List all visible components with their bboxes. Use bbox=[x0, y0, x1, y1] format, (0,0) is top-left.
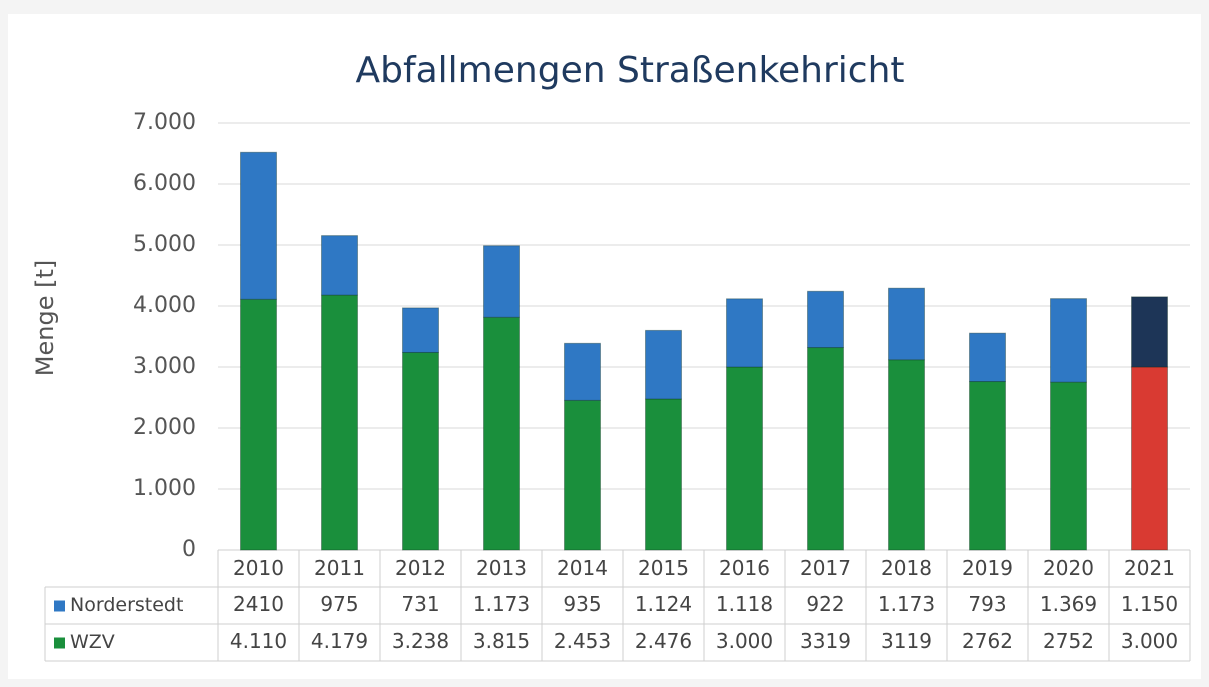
bar-segment bbox=[240, 151, 277, 300]
table-value: 3.000 bbox=[716, 629, 773, 653]
bar-segment bbox=[402, 307, 439, 353]
bar-segment bbox=[321, 235, 358, 296]
x-tick-label: 2013 bbox=[476, 556, 527, 580]
x-tick-label: 2012 bbox=[395, 556, 446, 580]
y-tick-label: 6.000 bbox=[133, 171, 196, 196]
chart-title: Abfallmengen Straßenkehricht bbox=[355, 50, 904, 91]
table-value: 793 bbox=[968, 592, 1006, 616]
table-value: 3.238 bbox=[392, 629, 449, 653]
y-tick-label: 0 bbox=[182, 537, 196, 562]
bar-segment bbox=[483, 316, 520, 551]
table-value: 2762 bbox=[962, 629, 1013, 653]
y-tick-label: 7.000 bbox=[133, 110, 196, 135]
y-tick-label: 2.000 bbox=[133, 415, 196, 440]
bar-segment bbox=[402, 351, 439, 551]
table-value: 2.476 bbox=[635, 629, 692, 653]
x-tick-label: 2020 bbox=[1043, 556, 1094, 580]
bar-segment bbox=[726, 366, 763, 551]
x-tick-label: 2014 bbox=[557, 556, 608, 580]
table-value: 1.173 bbox=[473, 592, 530, 616]
bar-segment bbox=[564, 399, 601, 551]
bar-segment bbox=[969, 381, 1006, 551]
table-value: 3.815 bbox=[473, 629, 530, 653]
table-value: 1.369 bbox=[1040, 592, 1097, 616]
table-value: 4.110 bbox=[230, 629, 287, 653]
x-tick-label: 2021 bbox=[1124, 556, 1175, 580]
x-tick-label: 2018 bbox=[881, 556, 932, 580]
x-tick-label: 2015 bbox=[638, 556, 689, 580]
legend-key bbox=[54, 600, 65, 612]
x-tick-label: 2011 bbox=[314, 556, 365, 580]
table-value: 2752 bbox=[1043, 629, 1094, 653]
bar-segment bbox=[969, 332, 1006, 383]
y-tick-label: 3.000 bbox=[133, 354, 196, 379]
table-value: 731 bbox=[401, 592, 439, 616]
bar-segment bbox=[645, 329, 682, 400]
bar-segment bbox=[726, 298, 763, 368]
legend-label: Norderstedt bbox=[70, 594, 183, 616]
table-value: 1.173 bbox=[878, 592, 935, 616]
table-value: 1.150 bbox=[1121, 592, 1178, 616]
bar-segment bbox=[240, 298, 277, 551]
legend-label: WZV bbox=[70, 631, 115, 653]
table-value: 975 bbox=[320, 592, 358, 616]
table-value: 3.000 bbox=[1121, 629, 1178, 653]
table-value: 3119 bbox=[881, 629, 932, 653]
table-value: 1.124 bbox=[635, 592, 692, 616]
bar-segment bbox=[1050, 298, 1087, 383]
bar-segment bbox=[483, 245, 520, 318]
bar-segment bbox=[564, 342, 601, 401]
bar-segment bbox=[807, 347, 844, 551]
table-value: 2.453 bbox=[554, 629, 611, 653]
table-value: 3319 bbox=[800, 629, 851, 653]
bar-segment bbox=[807, 290, 844, 349]
bar-segment bbox=[321, 294, 358, 551]
table-value: 935 bbox=[563, 592, 601, 616]
bar-segment bbox=[888, 359, 925, 551]
bar-segment bbox=[1131, 296, 1168, 368]
table-value: 1.118 bbox=[716, 592, 773, 616]
bar-segment bbox=[645, 398, 682, 551]
bar-segment bbox=[888, 287, 925, 361]
x-tick-label: 2017 bbox=[800, 556, 851, 580]
table-value: 922 bbox=[806, 592, 844, 616]
table-value: 2410 bbox=[233, 592, 284, 616]
legend-key bbox=[54, 637, 65, 649]
y-tick-label: 5.000 bbox=[133, 232, 196, 257]
y-tick-label: 4.000 bbox=[133, 293, 196, 318]
x-tick-label: 2016 bbox=[719, 556, 770, 580]
x-tick-label: 2010 bbox=[233, 556, 284, 580]
x-tick-label: 2019 bbox=[962, 556, 1013, 580]
bar-segment bbox=[1131, 366, 1168, 551]
y-axis-label: Menge [t] bbox=[31, 260, 59, 376]
bar-segment bbox=[1050, 381, 1087, 551]
y-tick-label: 1.000 bbox=[133, 476, 196, 501]
table-value: 4.179 bbox=[311, 629, 368, 653]
